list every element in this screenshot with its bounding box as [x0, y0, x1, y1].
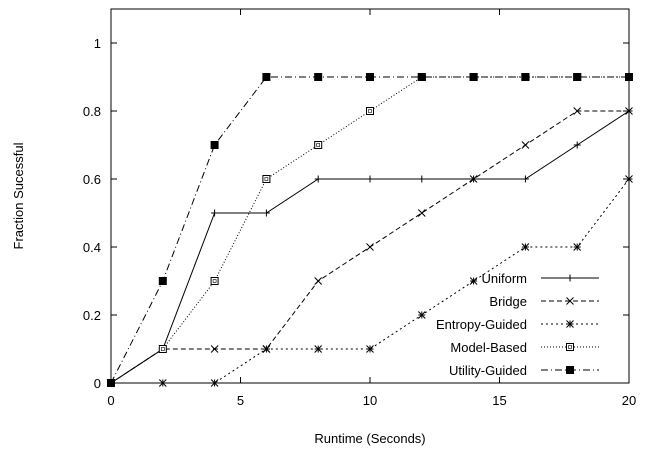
x-tick-label: 0	[107, 393, 114, 408]
x-tick-label: 10	[363, 393, 377, 408]
star-marker	[566, 320, 574, 328]
axis-ticks: 0 5 10 15 20 0 0.2 0.4 0.6 0.8 1	[83, 9, 636, 408]
legend-item-entropy-guided: Entropy-Guided	[436, 317, 599, 332]
star-marker	[521, 243, 530, 251]
star-marker	[469, 277, 478, 285]
x-axis-label: Runtime (Seconds)	[314, 431, 425, 446]
series-bridge	[107, 107, 633, 387]
y-tick-label: 1	[94, 36, 101, 51]
legend-label: Model-Based	[450, 340, 527, 355]
legend-label: Entropy-Guided	[436, 317, 527, 332]
filled-square-marker	[625, 73, 633, 81]
cross-marker	[573, 107, 582, 115]
x-tick-label: 20	[622, 393, 636, 408]
cross-marker	[366, 243, 374, 251]
legend-item-model-based: Model-Based	[450, 340, 599, 355]
plus-marker	[211, 209, 219, 217]
x-tick-label: 15	[492, 393, 506, 408]
plus-marker	[314, 175, 322, 183]
star-marker	[262, 345, 271, 353]
series-model-based	[107, 73, 633, 387]
cross-marker	[521, 141, 530, 149]
y-tick-label: 0.8	[83, 104, 101, 119]
legend-label: Bridge	[489, 294, 527, 309]
series-utility-guided	[107, 73, 633, 387]
legend-label: Utility-Guided	[449, 363, 527, 378]
y-tick-label: 0	[94, 376, 101, 391]
filled-square-marker	[314, 73, 323, 81]
star-marker	[210, 379, 219, 387]
cross-marker	[566, 297, 574, 305]
plus-marker	[521, 175, 529, 183]
cross-marker	[210, 345, 219, 353]
legend-label: Uniform	[481, 271, 527, 286]
open-square-marker-inner	[316, 143, 321, 147]
filled-square-marker	[366, 73, 374, 81]
legend-item-utility-guided: Utility-Guided	[449, 363, 599, 378]
series-line	[110, 76, 629, 384]
star-marker	[366, 345, 374, 353]
plus-marker	[366, 175, 374, 183]
open-square-marker	[262, 175, 271, 183]
filled-square-marker	[107, 379, 115, 387]
open-square-marker-inner	[161, 347, 165, 351]
open-square-marker	[366, 107, 374, 115]
series-layer	[107, 73, 633, 387]
cross-marker	[417, 209, 426, 217]
series-entropy-guided	[107, 175, 633, 387]
plot-frame	[110, 8, 630, 384]
open-square-marker	[566, 343, 574, 351]
legend: Uniform Bridge Entropy-Guided Model-Based Ut…	[436, 271, 599, 378]
open-square-marker	[210, 277, 219, 285]
series-line	[110, 76, 629, 384]
plus-marker	[566, 274, 574, 282]
filled-square-marker	[566, 366, 574, 374]
y-tick-label: 0.6	[83, 172, 101, 187]
filled-square-marker	[210, 141, 219, 149]
star-marker	[417, 311, 426, 319]
open-square-marker-inner	[568, 345, 572, 349]
plus-marker	[418, 175, 426, 183]
star-marker	[158, 379, 167, 387]
y-tick-label: 0.2	[83, 308, 101, 323]
filled-square-marker	[573, 73, 582, 81]
filled-square-marker	[158, 277, 167, 285]
filled-square-marker	[262, 73, 271, 81]
filled-square-marker	[469, 73, 478, 81]
legend-item-bridge: Bridge	[489, 294, 599, 309]
plus-marker	[573, 141, 581, 149]
open-square-marker	[314, 141, 323, 149]
x-tick-label: 5	[237, 393, 244, 408]
cross-marker	[469, 175, 478, 183]
open-square-marker-inner	[212, 279, 217, 283]
filled-square-marker	[417, 73, 426, 81]
cross-marker	[625, 107, 633, 115]
open-square-marker	[158, 345, 167, 353]
cross-marker	[314, 277, 323, 285]
star-marker	[573, 243, 582, 251]
filled-square-marker	[521, 73, 530, 81]
open-square-marker-inner	[368, 109, 372, 113]
star-marker	[625, 175, 633, 183]
star-marker	[314, 345, 323, 353]
legend-item-uniform: Uniform	[481, 271, 599, 286]
plus-marker	[262, 209, 270, 217]
open-square-marker-inner	[264, 177, 269, 181]
y-tick-label: 0.4	[83, 240, 101, 255]
series-line	[111, 178, 630, 384]
y-axis-label: Fraction Sucessful	[11, 142, 26, 249]
